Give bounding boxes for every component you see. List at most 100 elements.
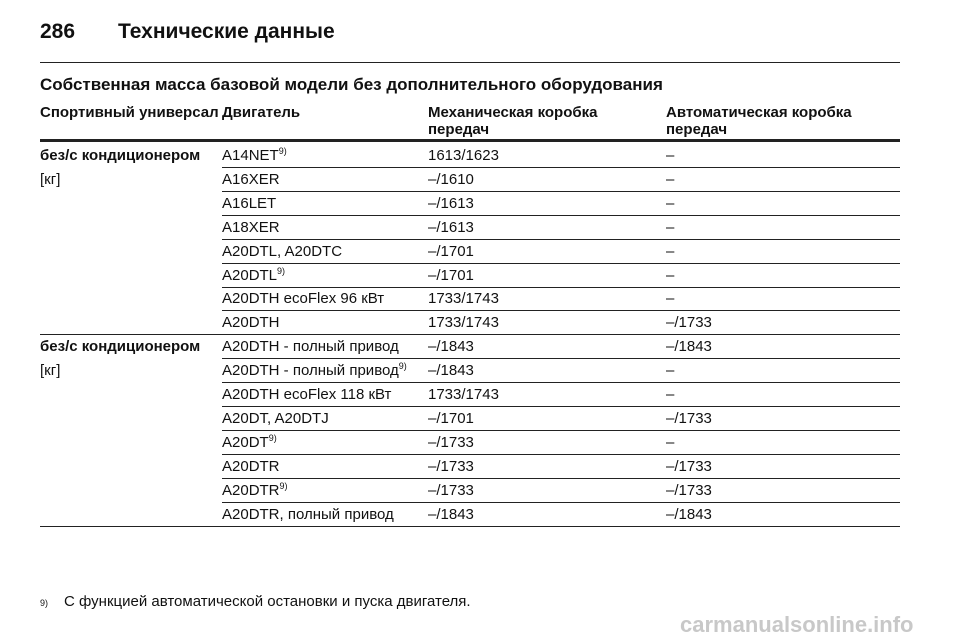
footnote-text: С функцией автоматической остановки и пу… (64, 593, 471, 610)
note-ref: 9) (279, 480, 288, 491)
manual-mass: –/1701 (428, 409, 474, 427)
row-rule (222, 191, 900, 192)
engine: A20DT, A20DTJ (222, 410, 329, 427)
manual-mass: 1733/1743 (428, 290, 499, 308)
engine: A20DT9) (222, 432, 277, 451)
row-rule (222, 454, 900, 455)
group-label: без/с кондиционером (40, 338, 201, 356)
engine-name: A20DTH (222, 314, 280, 332)
engine-name: A20DTL, A20DTC (222, 242, 343, 260)
manual-mass: –/1843 (428, 505, 474, 523)
engine: A20DTH (222, 314, 280, 331)
engine-name: A20DT, A20DTJ (222, 409, 329, 427)
group-rule (40, 334, 900, 335)
engine: A14NET9) (222, 146, 287, 165)
auto-mass: –/1733 (666, 457, 712, 475)
manual-mass: 1733/1743 (428, 314, 499, 332)
engine: A20DTR (222, 458, 280, 475)
group-label: без/с кондиционером (40, 147, 201, 164)
row-rule (222, 406, 900, 407)
auto-mass: –/1843 (666, 338, 712, 356)
manual-mass: –/1733 (428, 433, 474, 451)
manual-mass: –/1701 (428, 242, 474, 260)
auto-mass: – (666, 386, 675, 403)
manual-mass: –/1733 (428, 457, 474, 475)
auto-mass: –/1843 (666, 505, 712, 523)
row-rule (222, 310, 900, 311)
column-header: Механическая коробка передач (428, 104, 598, 138)
engine-name: A20DTR (222, 481, 280, 499)
manual-mass: 1733/1743 (428, 386, 499, 403)
row-rule (222, 502, 900, 503)
engine-name: A20DTH - полный привод (222, 362, 399, 380)
auto-mass: – (666, 242, 675, 260)
row-rule (222, 167, 900, 168)
engine: A16XER (222, 171, 280, 188)
auto-mass: – (666, 147, 675, 164)
page-number: 286 (40, 20, 76, 43)
auto-mass: – (666, 433, 675, 451)
row-rule (222, 358, 900, 359)
row-rule (222, 382, 900, 383)
auto-mass: – (666, 194, 675, 212)
engine: A20DTH ecoFlex 96 кВт (222, 290, 384, 307)
manual-mass: –/1701 (428, 266, 474, 284)
manual-mass: –/1610 (428, 170, 474, 188)
note-ref: 9) (398, 361, 407, 372)
engine-name: A20DTH ecoFlex 118 кВт (222, 386, 392, 403)
engine: A20DTH ecoFlex 118 кВт (222, 386, 391, 403)
engine-name: A20DTH - полный привод (222, 338, 399, 356)
page-title: Технические данные (118, 20, 335, 43)
manual-mass: –/1843 (428, 338, 474, 356)
note-ref: 9) (268, 432, 277, 443)
group-unit: [кг] (40, 362, 61, 380)
engine-name: A20DT (222, 433, 269, 451)
engine: A20DTH - полный привод (222, 338, 399, 355)
engine: A20DTR, полный привод (222, 506, 394, 523)
note-ref: 9) (277, 265, 286, 276)
engine: A20DTL, A20DTC (222, 243, 342, 260)
engine: A20DTL9) (222, 265, 286, 284)
engine: A18XER (222, 219, 280, 236)
manual-mass: 1613/1623 (428, 147, 499, 164)
row-rule (222, 430, 900, 431)
group-rule (40, 526, 900, 527)
footnote-marker: 9) (40, 598, 49, 608)
column-header: Двигатель (222, 104, 301, 121)
auto-mass: –/1733 (666, 314, 712, 332)
manual-mass: –/1613 (428, 218, 474, 236)
note-ref: 9) (278, 146, 287, 156)
auto-mass: – (666, 362, 675, 380)
auto-mass: –/1733 (666, 409, 712, 427)
row-rule (222, 239, 900, 240)
header-rule (40, 62, 900, 63)
auto-mass: – (666, 290, 675, 308)
column-header: Спортивный универсал (40, 104, 219, 121)
engine-name: A20DTR, полный привод (222, 505, 394, 523)
engine-name: A18XER (222, 218, 280, 236)
row-rule (222, 215, 900, 216)
row-rule (222, 287, 900, 288)
auto-mass: – (666, 266, 675, 284)
watermark: carmanualsonline.info (680, 612, 914, 637)
auto-mass: – (666, 170, 675, 188)
engine: A16LET (222, 195, 276, 212)
engine-name: A20DTH ecoFlex 96 кВт (222, 290, 385, 308)
engine: A20DTR9) (222, 480, 288, 499)
engine-name: A20DTL (222, 266, 278, 284)
manual-mass: –/1613 (428, 194, 474, 212)
auto-mass: –/1733 (666, 481, 712, 499)
section-title: Собственная масса базовой модели без доп… (40, 75, 663, 94)
engine-name: A16LET (222, 194, 277, 212)
row-rule (222, 263, 900, 264)
auto-mass: – (666, 218, 675, 236)
manual-mass: –/1733 (428, 481, 474, 499)
column-header: Автоматическая коробка передач (666, 104, 852, 138)
manual-mass: –/1843 (428, 362, 474, 380)
engine: A20DTH - полный привод9) (222, 361, 407, 380)
engine-name: A20DTR (222, 457, 280, 475)
table-head-rule (40, 139, 900, 142)
engine-name: A14NET (222, 147, 279, 164)
group-unit: [кг] (40, 170, 61, 188)
